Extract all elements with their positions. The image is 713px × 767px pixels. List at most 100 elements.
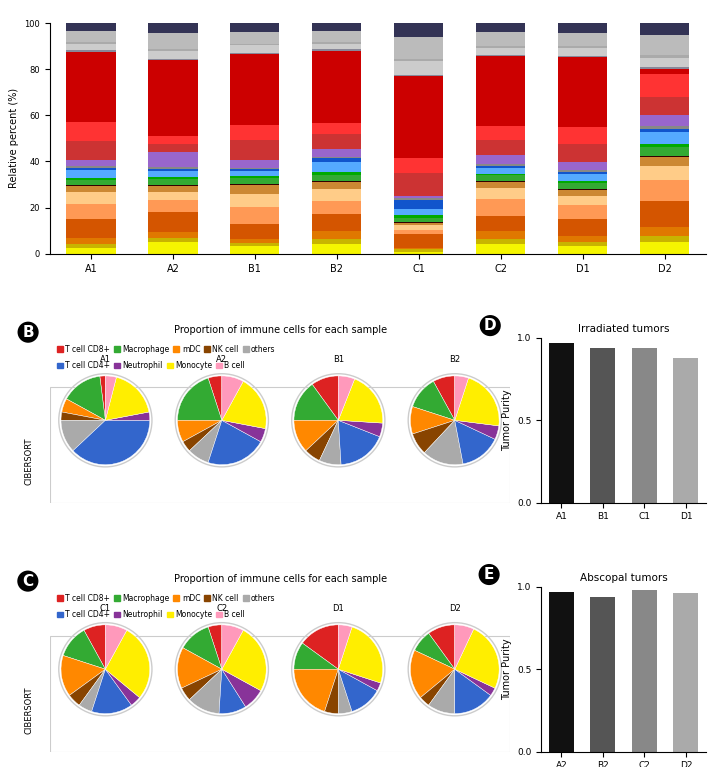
Wedge shape xyxy=(183,627,222,670)
Bar xyxy=(394,216,443,218)
Bar xyxy=(394,218,443,222)
Bar xyxy=(148,212,198,232)
Bar xyxy=(66,178,116,179)
Bar xyxy=(312,189,361,201)
Bar xyxy=(394,37,443,59)
Bar xyxy=(148,49,198,51)
Wedge shape xyxy=(222,670,261,706)
Bar xyxy=(66,23,116,31)
Bar xyxy=(230,242,279,246)
Text: Proportion of immune cells for each sample: Proportion of immune cells for each samp… xyxy=(173,574,386,584)
Bar xyxy=(476,231,525,239)
Text: CIBERSORT: CIBERSORT xyxy=(24,686,33,734)
Bar xyxy=(230,23,279,32)
Bar xyxy=(312,51,361,123)
Bar xyxy=(640,132,689,144)
Bar xyxy=(558,170,607,172)
Bar xyxy=(230,185,279,194)
Wedge shape xyxy=(455,670,495,696)
Title: A1: A1 xyxy=(100,355,111,364)
Bar xyxy=(558,183,607,189)
Title: Irradiated tumors: Irradiated tumors xyxy=(578,324,670,334)
Wedge shape xyxy=(106,630,150,697)
Title: B1: B1 xyxy=(333,355,344,364)
Bar xyxy=(66,141,116,160)
Wedge shape xyxy=(106,625,127,670)
Wedge shape xyxy=(69,670,106,705)
Wedge shape xyxy=(182,670,222,700)
Wedge shape xyxy=(106,670,140,705)
Bar xyxy=(476,32,525,46)
Wedge shape xyxy=(208,420,261,465)
Bar xyxy=(66,166,116,168)
Wedge shape xyxy=(73,420,150,465)
Wedge shape xyxy=(222,381,266,429)
Bar xyxy=(66,31,116,42)
Text: B: B xyxy=(22,324,34,340)
Bar xyxy=(558,23,607,33)
Bar xyxy=(476,166,525,168)
Bar xyxy=(640,58,689,67)
Text: E: E xyxy=(484,567,494,582)
Bar xyxy=(558,127,607,144)
Bar xyxy=(558,236,607,242)
Bar xyxy=(148,33,198,49)
Bar xyxy=(148,23,198,33)
Wedge shape xyxy=(319,420,341,465)
Bar xyxy=(640,74,689,97)
Y-axis label: Tumor Purity: Tumor Purity xyxy=(502,638,512,700)
Bar xyxy=(558,219,607,236)
Wedge shape xyxy=(294,420,338,451)
Wedge shape xyxy=(178,648,222,688)
Bar xyxy=(558,144,607,162)
Wedge shape xyxy=(106,412,150,420)
Wedge shape xyxy=(324,670,338,713)
Wedge shape xyxy=(455,625,473,670)
Bar xyxy=(312,201,361,214)
Wedge shape xyxy=(338,670,377,712)
Bar xyxy=(558,206,607,219)
Bar xyxy=(66,160,116,166)
Bar xyxy=(632,590,657,752)
Bar xyxy=(558,46,607,48)
Bar xyxy=(640,55,689,58)
Bar xyxy=(312,50,361,51)
Wedge shape xyxy=(338,376,354,420)
Bar xyxy=(148,152,198,167)
Bar xyxy=(66,248,116,254)
Bar xyxy=(230,179,279,184)
Bar xyxy=(312,23,361,31)
Bar xyxy=(394,75,443,76)
Bar xyxy=(312,231,361,239)
Bar xyxy=(312,163,361,172)
Bar xyxy=(230,45,279,53)
Wedge shape xyxy=(424,420,463,465)
Bar xyxy=(66,239,116,244)
Bar xyxy=(640,130,689,132)
Bar xyxy=(558,56,607,58)
Title: Abscopal tumors: Abscopal tumors xyxy=(580,573,667,583)
Bar xyxy=(476,245,525,254)
Bar xyxy=(230,169,279,171)
Bar xyxy=(66,44,116,50)
Bar xyxy=(230,168,279,169)
Bar xyxy=(312,149,361,156)
Wedge shape xyxy=(455,629,499,688)
Bar xyxy=(640,180,689,201)
Wedge shape xyxy=(338,379,383,423)
Bar xyxy=(590,597,615,752)
Bar xyxy=(66,192,116,203)
Bar xyxy=(66,170,116,178)
Bar xyxy=(558,33,607,46)
Bar xyxy=(148,60,198,136)
Bar xyxy=(640,144,689,147)
Wedge shape xyxy=(455,376,468,420)
Bar xyxy=(66,42,116,44)
Bar xyxy=(394,59,443,61)
Bar xyxy=(394,252,443,254)
Bar xyxy=(394,61,443,75)
Bar xyxy=(148,51,198,59)
Bar xyxy=(476,173,525,176)
Bar xyxy=(66,244,116,248)
Wedge shape xyxy=(455,378,499,426)
